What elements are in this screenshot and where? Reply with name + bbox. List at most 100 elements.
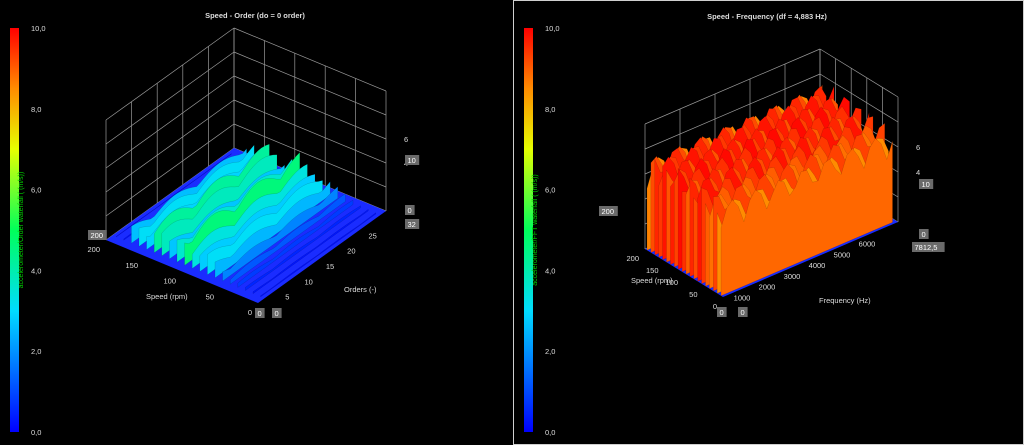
colorbar-tick-label: 10,0 xyxy=(545,24,560,33)
x-axis-tick-label: 5000 xyxy=(834,250,851,259)
left-chart-panel: Speed - Order (do = 0 order) 10,0 8,0 6,0 4,… xyxy=(10,11,420,437)
colorbar-tick-label: 2,0 xyxy=(31,347,41,356)
y-axis-max-value-box xyxy=(599,206,618,216)
waterfall-slice xyxy=(252,208,369,295)
waterfall-slice xyxy=(222,186,338,282)
side-wall-gridline xyxy=(819,48,899,98)
waterfall-slice xyxy=(260,212,376,298)
back-wall-gridline xyxy=(644,48,821,125)
x-axis-label: Frequency (Hz) xyxy=(819,296,871,305)
waterfall-slice xyxy=(245,205,361,291)
y-axis-tick-label: 50 xyxy=(206,292,214,301)
x-axis-max-value: 32 xyxy=(408,220,416,229)
y-axis-min-value: 0 xyxy=(720,308,724,317)
y-axis-tick-label: 100 xyxy=(665,278,678,287)
colorbar-label: accelerometer/FFT waterfall ( (m/s)) xyxy=(532,174,539,286)
x-axis-label: Orders (-) xyxy=(344,285,377,294)
z-axis-tick-label: 4 xyxy=(916,168,920,177)
x-axis-tick-label: 6000 xyxy=(859,240,876,249)
z-axis-max-value: 10 xyxy=(408,156,416,165)
waterfall-slice xyxy=(720,138,893,297)
colorbar-label: accelerometer/Order waterfall ( (m/s)) xyxy=(18,172,25,289)
right-chart-panel: Speed - Frequency (df = 4,883 Hz) 10,0 8,0… xyxy=(513,0,1024,445)
x-axis-min-value-box xyxy=(738,307,748,317)
waterfall-slice xyxy=(237,199,354,288)
y-axis-label: Speed (rpm) xyxy=(146,292,188,301)
y-axis-max-value-box xyxy=(88,230,107,240)
y-axis-min-value-box xyxy=(717,307,727,317)
colorbar xyxy=(524,28,533,432)
x-axis-tick-label: 2000 xyxy=(759,283,776,292)
colorbar-tick-label: 0,0 xyxy=(31,428,41,437)
waterfall-slice xyxy=(115,153,232,238)
y-axis-tick-label: 150 xyxy=(646,266,659,275)
x-axis-tick-label: 10 xyxy=(304,277,312,286)
back-wall-gridline xyxy=(105,99,235,193)
x-axis-min-value-box xyxy=(272,308,282,318)
colorbar-tick-label: 6,0 xyxy=(31,186,41,195)
colorbar-tick-label: 2,0 xyxy=(545,347,555,356)
side-wall-gridline xyxy=(819,73,899,123)
back-wall-gridline xyxy=(105,75,235,169)
x-axis-tick-label: 20 xyxy=(347,247,355,256)
x-axis-min-value: 0 xyxy=(741,308,745,317)
side-wall-gridline xyxy=(233,27,387,92)
back-wall-gridline xyxy=(105,27,235,121)
y-axis-tick-label: 150 xyxy=(125,261,138,270)
chart-title: Speed - Frequency (df = 4,883 Hz) xyxy=(707,12,827,21)
waterfall-slice xyxy=(207,180,323,276)
waterfall-slice xyxy=(229,193,346,285)
back-wall-gridline xyxy=(105,123,235,217)
z-axis-max-value-box xyxy=(919,179,934,189)
z-axis-min-value-box xyxy=(919,229,929,239)
colorbar-tick-label: 8,0 xyxy=(31,105,41,114)
y-axis-tick-label: 0 xyxy=(713,302,717,311)
colorbar-tick-label: 6,0 xyxy=(545,186,555,195)
waterfall-slice xyxy=(214,181,331,279)
z-axis-max-value-box xyxy=(405,155,420,165)
y-axis-min-value-box xyxy=(255,308,265,318)
y-axis-tick-label: 100 xyxy=(163,277,176,286)
z-axis-min-value: 0 xyxy=(408,206,412,215)
z-axis-min-value-box xyxy=(405,205,415,215)
y-axis-tick-label: 0 xyxy=(248,308,252,317)
chart-title: Speed - Order (do = 0 order) xyxy=(205,11,305,20)
colorbar-tick-label: 8,0 xyxy=(545,105,555,114)
y-axis-min-value: 0 xyxy=(258,309,262,318)
colorbar-tick-label: 0,0 xyxy=(545,428,555,437)
colorbar-tick-label: 4,0 xyxy=(31,266,41,275)
z-axis-tick-label: 6 xyxy=(404,135,408,144)
x-axis-tick-label: 4000 xyxy=(809,261,826,270)
x-axis-tick-label: 3000 xyxy=(784,272,801,281)
colorbar-tick-label: 10,0 xyxy=(31,24,46,33)
z-axis-tick-label: 6 xyxy=(916,143,920,152)
x-axis-max-value: 7812,5 xyxy=(915,243,938,252)
x-axis-tick-label: 15 xyxy=(326,262,334,271)
side-wall-gridline xyxy=(233,99,387,164)
colorbar-tick-label: 4,0 xyxy=(545,266,555,275)
x-axis-min-value: 0 xyxy=(275,309,279,318)
y-axis-max-value: 200 xyxy=(602,207,615,216)
x-axis-max-value-box xyxy=(405,219,420,229)
x-axis-max-value-box xyxy=(912,242,945,252)
fft-waterfall-chart: Speed - Frequency (df = 4,883 Hz) 10,0 8,0… xyxy=(524,12,945,437)
z-axis-min-value: 0 xyxy=(922,230,926,239)
back-wall-gridline xyxy=(105,51,235,145)
z-axis-max-value: 10 xyxy=(922,180,930,189)
y-axis-max-value: 200 xyxy=(91,231,104,240)
x-axis-tick-label: 5 xyxy=(285,293,289,302)
side-wall-gridline xyxy=(233,123,387,188)
waterfall-slice xyxy=(161,154,278,257)
x-axis-tick-label: 25 xyxy=(368,231,376,240)
order-waterfall-chart: Speed - Order (do = 0 order) 10,0 8,0 6,0 4,… xyxy=(10,11,420,437)
side-wall-gridline xyxy=(233,51,387,116)
y-axis-label: Speed (rpm) xyxy=(631,276,673,285)
side-wall-gridline xyxy=(233,75,387,140)
y-axis-tick-label: 200 xyxy=(87,245,100,254)
panel-divider xyxy=(511,0,513,445)
back-wall-gridline xyxy=(644,73,821,150)
y-axis-tick-label: 200 xyxy=(626,254,639,263)
x-axis-tick-label: 1000 xyxy=(734,293,751,302)
colorbar xyxy=(10,28,19,432)
y-axis-tick-label: 50 xyxy=(689,290,697,299)
